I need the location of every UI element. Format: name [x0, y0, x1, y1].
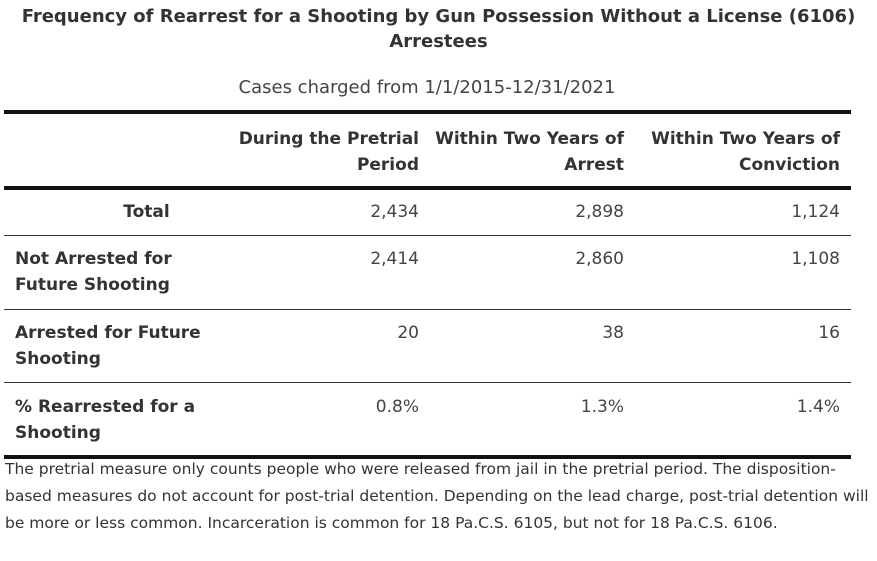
table-header-row: During the Pretrial Period Within Two Ye… [4, 114, 851, 186]
row-label-total: Total [123, 202, 170, 222]
row-divider [4, 235, 851, 236]
table-bottom-rule [4, 455, 851, 459]
row-divider [4, 382, 851, 383]
table-row: % Rearrested for a Shooting 0.8% 1.3% 1.… [4, 383, 851, 455]
row-label-not-arrested: Not Arrested for Future Shooting [15, 249, 172, 295]
row-label-arrested: Arrested for Future Shooting [15, 323, 201, 369]
header-bottom-rule [4, 186, 851, 190]
table-cell: 2,898 [575, 202, 624, 222]
table-cell: 2,414 [370, 249, 419, 269]
row-label-percent-rearrested: % Rearrested for a Shooting [15, 397, 196, 443]
rearrest-table: During the Pretrial Period Within Two Ye… [4, 110, 851, 459]
table-title: Frequency of Rearrest for a Shooting by … [21, 6, 856, 52]
table-subtitle: Cases charged from 1/1/2015-12/31/2021 [238, 77, 616, 98]
table-row: Not Arrested for Future Shooting 2,414 2… [4, 236, 851, 309]
table-row: Arrested for Future Shooting 20 38 16 [4, 310, 851, 382]
table-cell: 16 [818, 323, 840, 343]
table-cell: 20 [397, 323, 419, 343]
table-cell: 1.4% [796, 397, 840, 417]
column-header-pretrial: During the Pretrial Period [238, 129, 419, 175]
table-cell: 0.8% [375, 397, 419, 417]
column-header-two-years-conviction: Within Two Years of Conviction [651, 129, 840, 175]
row-divider [4, 309, 851, 310]
table-cell: 38 [602, 323, 624, 343]
table-cell: 2,434 [370, 202, 419, 222]
table-cell: 1.3% [580, 397, 624, 417]
table-cell: 1,108 [791, 249, 840, 269]
table-cell: 1,124 [791, 202, 840, 222]
table-row: Total 2,434 2,898 1,124 [4, 190, 851, 235]
table-footnote: The pretrial measure only counts people … [5, 460, 869, 532]
table-top-rule [4, 110, 851, 114]
table-cell: 2,860 [575, 249, 624, 269]
column-header-two-years-arrest: Within Two Years of Arrest [435, 129, 624, 175]
